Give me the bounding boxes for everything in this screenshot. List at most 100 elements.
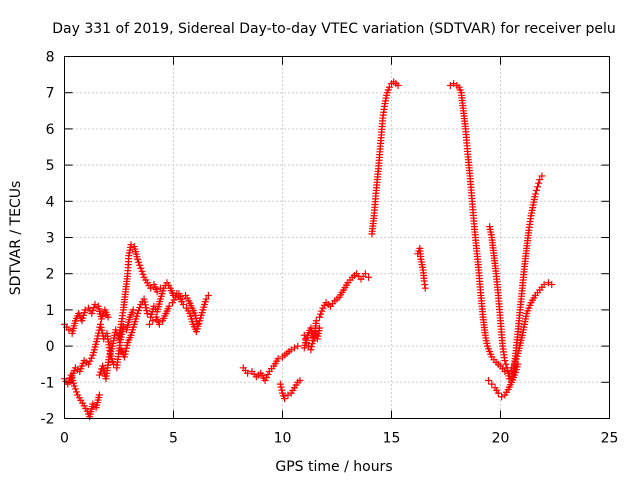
x-tick-label: 5 xyxy=(169,431,178,447)
data-point xyxy=(147,284,155,292)
y-tick-label: -2 xyxy=(41,412,55,428)
data-point xyxy=(535,179,543,187)
data-point xyxy=(178,295,186,303)
series-seg-b4 xyxy=(300,324,324,354)
data-point xyxy=(502,360,510,368)
data-point xyxy=(309,337,317,345)
y-tick-label: 7 xyxy=(46,86,55,102)
series-seg-d1 xyxy=(446,80,556,377)
data-point xyxy=(172,293,180,301)
data-point xyxy=(146,320,154,328)
data-point xyxy=(155,320,163,328)
y-tick-label: 5 xyxy=(46,158,55,174)
data-point xyxy=(317,310,325,318)
data-point xyxy=(421,284,429,292)
plot-frame xyxy=(64,56,610,419)
data-point xyxy=(149,317,157,325)
y-axis-label: SDTVAR / TECUs xyxy=(8,181,24,296)
data-point xyxy=(308,343,316,351)
data-point xyxy=(87,354,95,362)
data-point xyxy=(531,190,539,198)
data-point xyxy=(202,295,210,303)
data-point xyxy=(89,307,97,314)
data-point xyxy=(532,186,540,194)
data-series xyxy=(61,78,556,421)
data-point xyxy=(165,302,173,310)
data-point xyxy=(394,81,402,89)
data-point xyxy=(86,357,94,365)
data-point xyxy=(95,371,103,379)
y-tick-label: 8 xyxy=(46,50,55,66)
data-point xyxy=(136,261,144,269)
chart-title: Day 331 of 2019, Sidereal Day-to-day VTE… xyxy=(52,21,615,37)
data-point xyxy=(494,389,502,397)
y-tick-label: 2 xyxy=(46,267,55,283)
data-point xyxy=(90,303,98,311)
data-point xyxy=(137,264,145,272)
data-point xyxy=(139,270,147,278)
data-point xyxy=(296,376,304,384)
data-point xyxy=(485,376,493,384)
data-point xyxy=(143,310,151,318)
series-seg-d3 xyxy=(485,360,522,401)
data-point xyxy=(191,311,199,319)
data-point xyxy=(536,176,544,184)
data-point xyxy=(361,270,369,278)
data-point xyxy=(514,360,522,368)
data-point xyxy=(263,373,271,381)
series-seg-a1 xyxy=(61,300,112,337)
series-seg-a4 xyxy=(95,241,164,383)
data-point xyxy=(488,380,496,388)
data-point xyxy=(204,291,212,299)
data-point xyxy=(548,281,556,289)
data-point xyxy=(307,346,315,354)
y-tick-label: -1 xyxy=(41,375,55,391)
data-point xyxy=(501,357,509,365)
data-point xyxy=(64,380,72,388)
data-point xyxy=(365,273,373,281)
data-point xyxy=(65,326,73,334)
data-point xyxy=(138,267,146,275)
x-tick-label: 20 xyxy=(492,431,510,447)
data-point xyxy=(276,380,284,388)
data-point xyxy=(135,307,143,314)
series-seg-b3 xyxy=(300,270,373,352)
data-point xyxy=(318,307,326,315)
series-seg-a6 xyxy=(146,290,201,328)
data-point xyxy=(179,300,187,308)
data-point xyxy=(72,388,80,396)
data-point xyxy=(193,317,201,325)
data-point xyxy=(300,331,308,339)
data-point xyxy=(134,310,142,318)
data-point xyxy=(534,183,542,191)
data-point xyxy=(277,383,285,391)
data-point xyxy=(89,400,97,408)
series-seg-b2 xyxy=(276,376,304,403)
data-point xyxy=(104,313,112,321)
data-point xyxy=(88,310,96,318)
data-point xyxy=(134,255,142,263)
data-point xyxy=(84,360,92,368)
y-tick-label: 0 xyxy=(46,339,55,355)
data-point xyxy=(110,360,118,368)
x-tick-label: 10 xyxy=(274,431,292,447)
data-point xyxy=(193,320,201,328)
data-point xyxy=(98,315,106,323)
series-seg-c1 xyxy=(368,78,402,238)
x-axis-label: GPS time / hours xyxy=(275,459,392,475)
grid-lines xyxy=(64,56,610,419)
y-tick-label: 4 xyxy=(46,194,55,210)
y-tick-label: 3 xyxy=(46,231,55,247)
data-point xyxy=(99,312,107,320)
series-seg-b1 xyxy=(239,342,302,384)
data-point xyxy=(264,370,272,378)
data-point xyxy=(294,342,302,350)
data-point xyxy=(316,324,324,332)
data-point xyxy=(71,385,79,393)
data-point xyxy=(192,314,200,322)
x-tick-label: 15 xyxy=(383,431,401,447)
x-tick-label: 25 xyxy=(601,431,619,447)
data-point xyxy=(244,369,252,377)
